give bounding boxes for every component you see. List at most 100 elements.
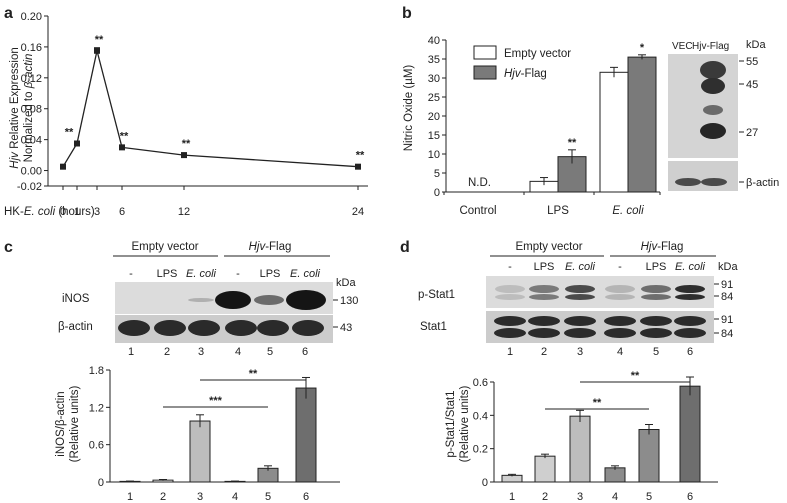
- panel-c-ytick-label: 1.2: [89, 402, 104, 414]
- panel-a-point: [60, 163, 66, 170]
- panel-d-group1: Empty vector: [515, 241, 582, 253]
- panel-b-chart: 0 5 10 15 20 25 30 35 40 Control LPS ** E. coli *: [428, 35, 661, 217]
- panel-b-category-label: E. coli: [612, 205, 644, 217]
- panel-a-ytick-label: 0.16: [21, 42, 42, 54]
- blot-b-band-smear: [703, 105, 723, 115]
- panel-a-xlabel: HK-E. coli (hours): [4, 206, 95, 218]
- panel-d-ytick-label: 0.2: [473, 444, 488, 456]
- blot-d-stat-band-84: [494, 328, 526, 338]
- panel-d-lane-numbers: 1 2 3 4 5 6: [507, 346, 693, 358]
- panel-d-bar: [679, 385, 701, 483]
- panel-b-ytick-label: 25: [428, 92, 440, 104]
- panel-a-xtick-label: 6: [119, 206, 125, 218]
- blot-d-stat-band-84: [528, 328, 560, 338]
- blot-d-pstat-band-91: [641, 285, 671, 293]
- panel-c-lane-labels: - LPS E. coli - LPS E. coli: [129, 268, 320, 280]
- panel-d-xtick-label: 4: [612, 491, 618, 503]
- panel-c-ytick-label: 0.6: [89, 440, 104, 452]
- panel-d-ylabel1: p-Stat1/Stat1: [445, 390, 457, 457]
- panel-a-ylabel-line2: Normalized to β-actin: [23, 54, 35, 163]
- blot-c-inos-band-6: [286, 290, 326, 310]
- panel-c-comparison-label: ***: [209, 395, 223, 407]
- panel-d-lane-label: -: [618, 261, 622, 273]
- panel-c-chart: 00.61.21.81 2 3 4 5 6*****: [89, 365, 340, 503]
- panel-b-ytick-label: 0: [434, 187, 440, 199]
- panel-c-lane-label: E. coli: [186, 268, 217, 280]
- panel-a-significance: **: [182, 138, 191, 150]
- panel-a-significance: **: [65, 127, 74, 139]
- panel-b-bar: [627, 56, 657, 193]
- blot-c-inos-band-2: [188, 298, 214, 302]
- panel-d-xtick-label: 3: [577, 491, 583, 503]
- panel-c-lane-number: 1: [128, 346, 134, 358]
- blot-c-actin-band: [225, 320, 257, 336]
- panel-b-ytick-label: 5: [434, 168, 440, 180]
- panel-a-ytick-label: 0.12: [21, 73, 42, 85]
- panel-c-xtick-label: 4: [232, 491, 238, 503]
- panel-c-ytick-label: 0: [98, 477, 104, 489]
- panel-d-ytick-label: 0: [482, 477, 488, 489]
- panel-c-lane-number: 6: [302, 346, 308, 358]
- blot-b-actin-band-1: [675, 178, 701, 186]
- panel-a-xtick-label: 12: [178, 206, 190, 218]
- blot-d-stat-band-91: [564, 316, 596, 326]
- panel-d-bar: [638, 429, 660, 483]
- panel-d-bar: [604, 467, 626, 483]
- panel-c-xtick-label: 2: [160, 491, 166, 503]
- panel-d-mw-bottom-91: 91: [721, 314, 733, 326]
- panel-c-label: c: [4, 239, 13, 256]
- panel-c-blot2-label: β-actin: [58, 321, 93, 333]
- blot-d-pstat-membrane: [486, 276, 714, 308]
- blot-c-inos-band-5: [254, 295, 284, 305]
- blot-c-actin-band: [154, 320, 186, 336]
- panel-a-point: [181, 152, 187, 159]
- blot-b-mw27: 27: [746, 127, 758, 139]
- blot-b-header-vec: VEC: [672, 41, 693, 52]
- blot-d-pstat-band-91: [605, 285, 635, 293]
- panel-c-xtick-label: 5: [265, 491, 271, 503]
- panel-b-significance: **: [568, 137, 577, 149]
- panel-c-kda: kDa: [336, 277, 356, 289]
- panel-a-point: [94, 47, 100, 54]
- panel-a-ytick-label: 0.04: [21, 135, 42, 147]
- blot-b-band-45: [701, 78, 725, 94]
- blot-b-kda: kDa: [746, 39, 766, 51]
- panel-c-lane-numbers: 1 2 3 4 5 6: [128, 346, 308, 358]
- blot-c-actin-band: [257, 320, 289, 336]
- blot-b-mw45: 45: [746, 79, 758, 91]
- panel-b-bar: [599, 71, 629, 193]
- panel-a-point: [119, 144, 125, 151]
- panel-d-label: d: [400, 239, 410, 256]
- panel-c-lane-number: 5: [267, 346, 273, 358]
- blot-d-stat-bands: [494, 316, 706, 338]
- panel-c-xtick-label: 3: [197, 491, 203, 503]
- panel-a-xtick-label: 0: [60, 206, 66, 218]
- panel-d-ylabel2: (Relative units): [459, 385, 471, 462]
- panel-d-ytick-label: 0.6: [473, 377, 488, 389]
- panel-c-comparison-label: **: [249, 368, 258, 380]
- panel-d-bar: [534, 455, 556, 483]
- panel-d-lane-labels: - LPS E. coli - LPS E. coli: [508, 261, 705, 273]
- panel-d-lane-number: 2: [541, 346, 547, 358]
- panel-a-label: a: [4, 5, 13, 22]
- panel-a-significance: **: [120, 130, 129, 142]
- panel-b-significance: *: [640, 42, 645, 54]
- panel-c-mw43: 43: [340, 322, 352, 334]
- panel-d-ytick-label: 0.4: [473, 410, 488, 422]
- panel-d-blot1-label: p-Stat1: [418, 289, 455, 301]
- blot-d-pstat-band-84: [529, 294, 559, 300]
- blot-d-stat-band-91: [604, 316, 636, 326]
- blot-c-actin-band: [118, 320, 150, 336]
- panel-c-xtick-label: 1: [127, 491, 133, 503]
- panel-d-comparison-label: **: [593, 397, 602, 409]
- panel-a-xtick-label: 1: [74, 206, 80, 218]
- blot-d-pstat-band-84: [605, 294, 635, 300]
- legend-hjv-swatch: [473, 65, 497, 80]
- blot-d-pstat-bands: [495, 285, 705, 300]
- panel-a-ytick-label: 0.20: [21, 11, 42, 23]
- blot-d-stat-membrane: [486, 311, 714, 343]
- panel-d-xtick-label: 6: [687, 491, 693, 503]
- panel-d-bar: [569, 415, 591, 483]
- panel-b-ytick-label: 15: [428, 130, 440, 142]
